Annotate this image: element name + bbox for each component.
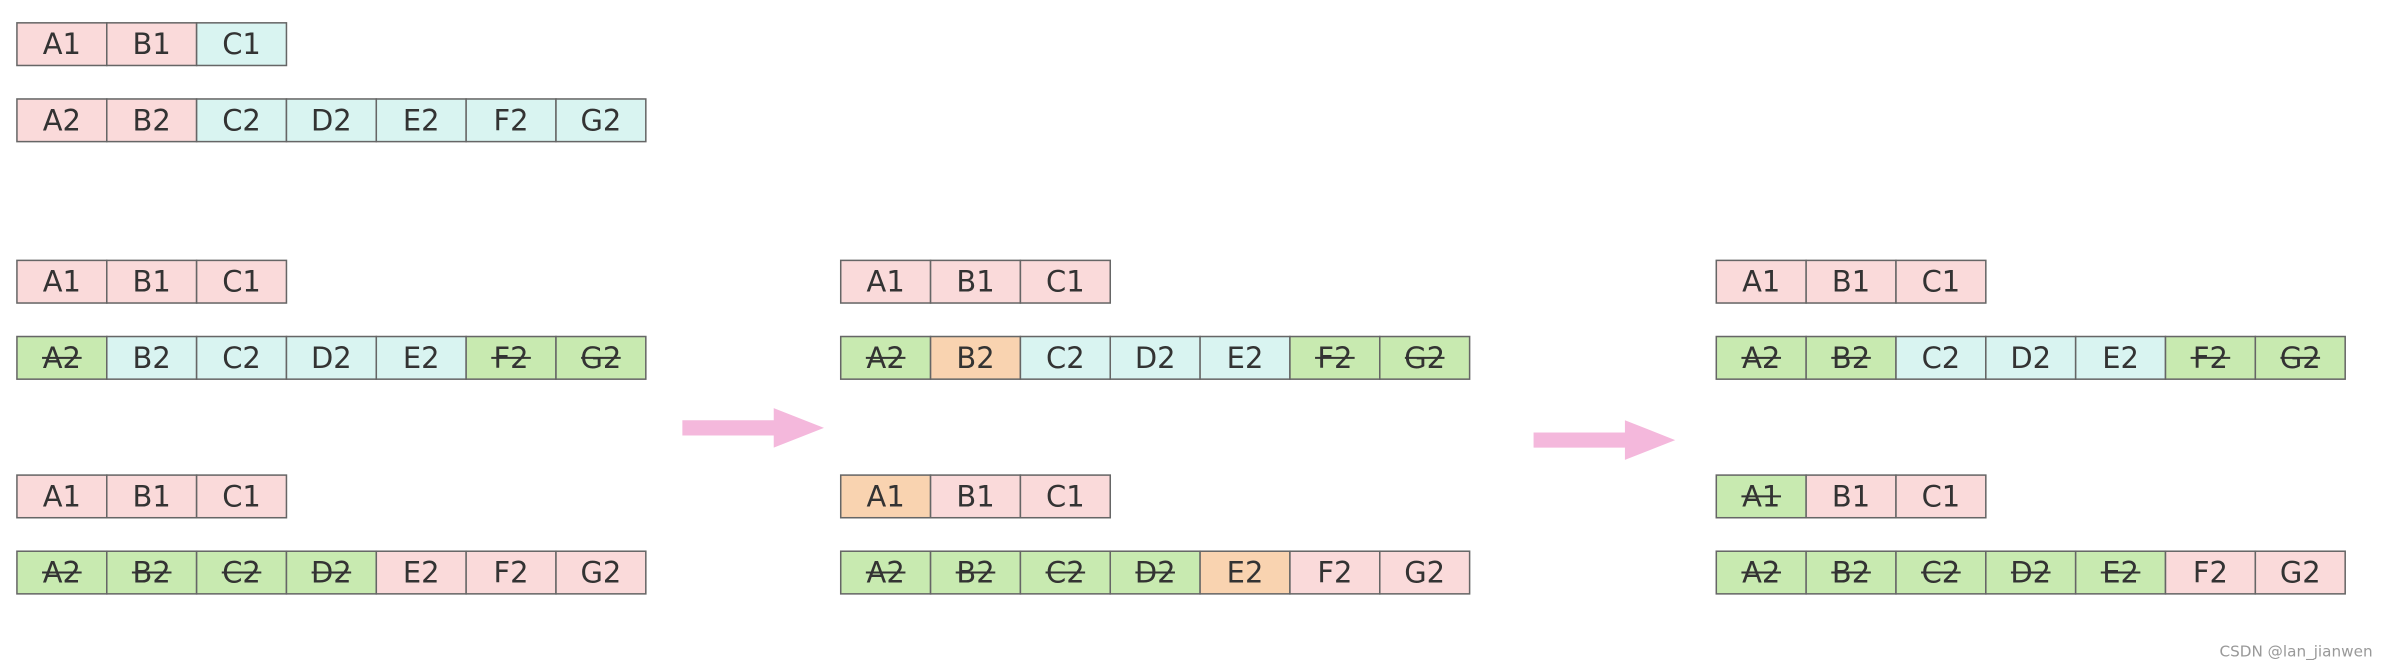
cell-label: A1 — [43, 265, 81, 299]
cell-label: A2 — [43, 103, 81, 137]
cell — [465, 550, 557, 595]
cell — [1199, 550, 1291, 595]
cell — [106, 474, 198, 519]
cell — [16, 22, 108, 67]
cell — [555, 550, 647, 595]
watermark: CSDN @lan_jianwen — [2219, 643, 2372, 662]
cell — [106, 259, 198, 304]
cell — [555, 98, 647, 143]
cell-label: E2 — [2102, 341, 2139, 375]
arrow — [682, 408, 824, 448]
cell-label: C2 — [222, 103, 261, 137]
cell — [1805, 474, 1897, 519]
cell-label: D2 — [311, 103, 352, 137]
cell — [929, 335, 1022, 380]
cell-label: F2 — [2193, 556, 2228, 590]
cell — [1289, 550, 1381, 595]
cell-label: F2 — [1317, 556, 1352, 590]
cell-label: C1 — [1922, 265, 1961, 299]
cell — [1895, 335, 1987, 380]
cell-label: G2 — [580, 556, 621, 590]
cell-label: C1 — [1046, 265, 1085, 299]
cell — [195, 474, 288, 519]
cell — [106, 98, 198, 143]
cell — [375, 98, 467, 143]
cell-label: C1 — [222, 265, 261, 299]
arrow — [1533, 420, 1676, 460]
cell — [1895, 259, 1987, 304]
cell-label: A1 — [43, 27, 81, 61]
cell — [106, 22, 198, 67]
cell-label: C1 — [1922, 479, 1961, 513]
cell-label: D2 — [2010, 341, 2051, 375]
cell-label: D2 — [1135, 341, 1176, 375]
cell — [2254, 550, 2346, 595]
cell — [1019, 259, 1112, 304]
cell-label: G2 — [2280, 556, 2321, 590]
cell — [2074, 335, 2167, 380]
cell — [195, 259, 288, 304]
cell — [2164, 550, 2257, 595]
cell-label: B1 — [1832, 479, 1870, 513]
cell-label: F2 — [494, 103, 529, 137]
cell — [1019, 335, 1112, 380]
cell — [195, 22, 288, 67]
cell-label: C2 — [1046, 341, 1085, 375]
cell-label: B1 — [133, 479, 171, 513]
cell-label: E2 — [1227, 341, 1264, 375]
cell-label: C2 — [222, 341, 261, 375]
cell-label: E2 — [403, 556, 440, 590]
cell — [929, 474, 1022, 519]
cell-label: C1 — [222, 27, 261, 61]
cell-label: C1 — [222, 479, 261, 513]
cell-label: F2 — [494, 556, 529, 590]
cell — [929, 259, 1022, 304]
cell — [16, 474, 108, 519]
cell — [1715, 259, 1807, 304]
cell — [1019, 474, 1112, 519]
cell-label: A1 — [43, 479, 81, 513]
cell-label: C2 — [1922, 341, 1961, 375]
cell-label: B1 — [133, 265, 171, 299]
cell — [375, 335, 467, 380]
cell-label: B2 — [956, 341, 994, 375]
cell-label: E2 — [403, 341, 440, 375]
cell — [1109, 335, 1201, 380]
cell-label: A1 — [867, 265, 905, 299]
cell-label: B1 — [956, 479, 994, 513]
cell-label: B1 — [1832, 265, 1870, 299]
cell — [1985, 335, 2077, 380]
cell-label: E2 — [1227, 556, 1264, 590]
cell-label: G2 — [1404, 556, 1445, 590]
cell-label: B2 — [133, 103, 171, 137]
cell — [1895, 474, 1987, 519]
cell-label: B1 — [956, 265, 994, 299]
cell — [1895, 550, 1987, 595]
cell — [195, 98, 288, 143]
cell — [1379, 550, 1471, 595]
cell-label: B2 — [133, 341, 171, 375]
cell-label: B1 — [133, 27, 171, 61]
cell — [285, 550, 378, 595]
cell — [465, 98, 557, 143]
cell-label: C1 — [1046, 479, 1085, 513]
cell — [16, 335, 108, 380]
cell-label: G2 — [580, 103, 621, 137]
cell-label: E2 — [403, 103, 440, 137]
cell — [285, 98, 378, 143]
cell-label: D2 — [311, 341, 352, 375]
cell-label: A1 — [1742, 265, 1780, 299]
cell-label: A1 — [867, 479, 905, 513]
